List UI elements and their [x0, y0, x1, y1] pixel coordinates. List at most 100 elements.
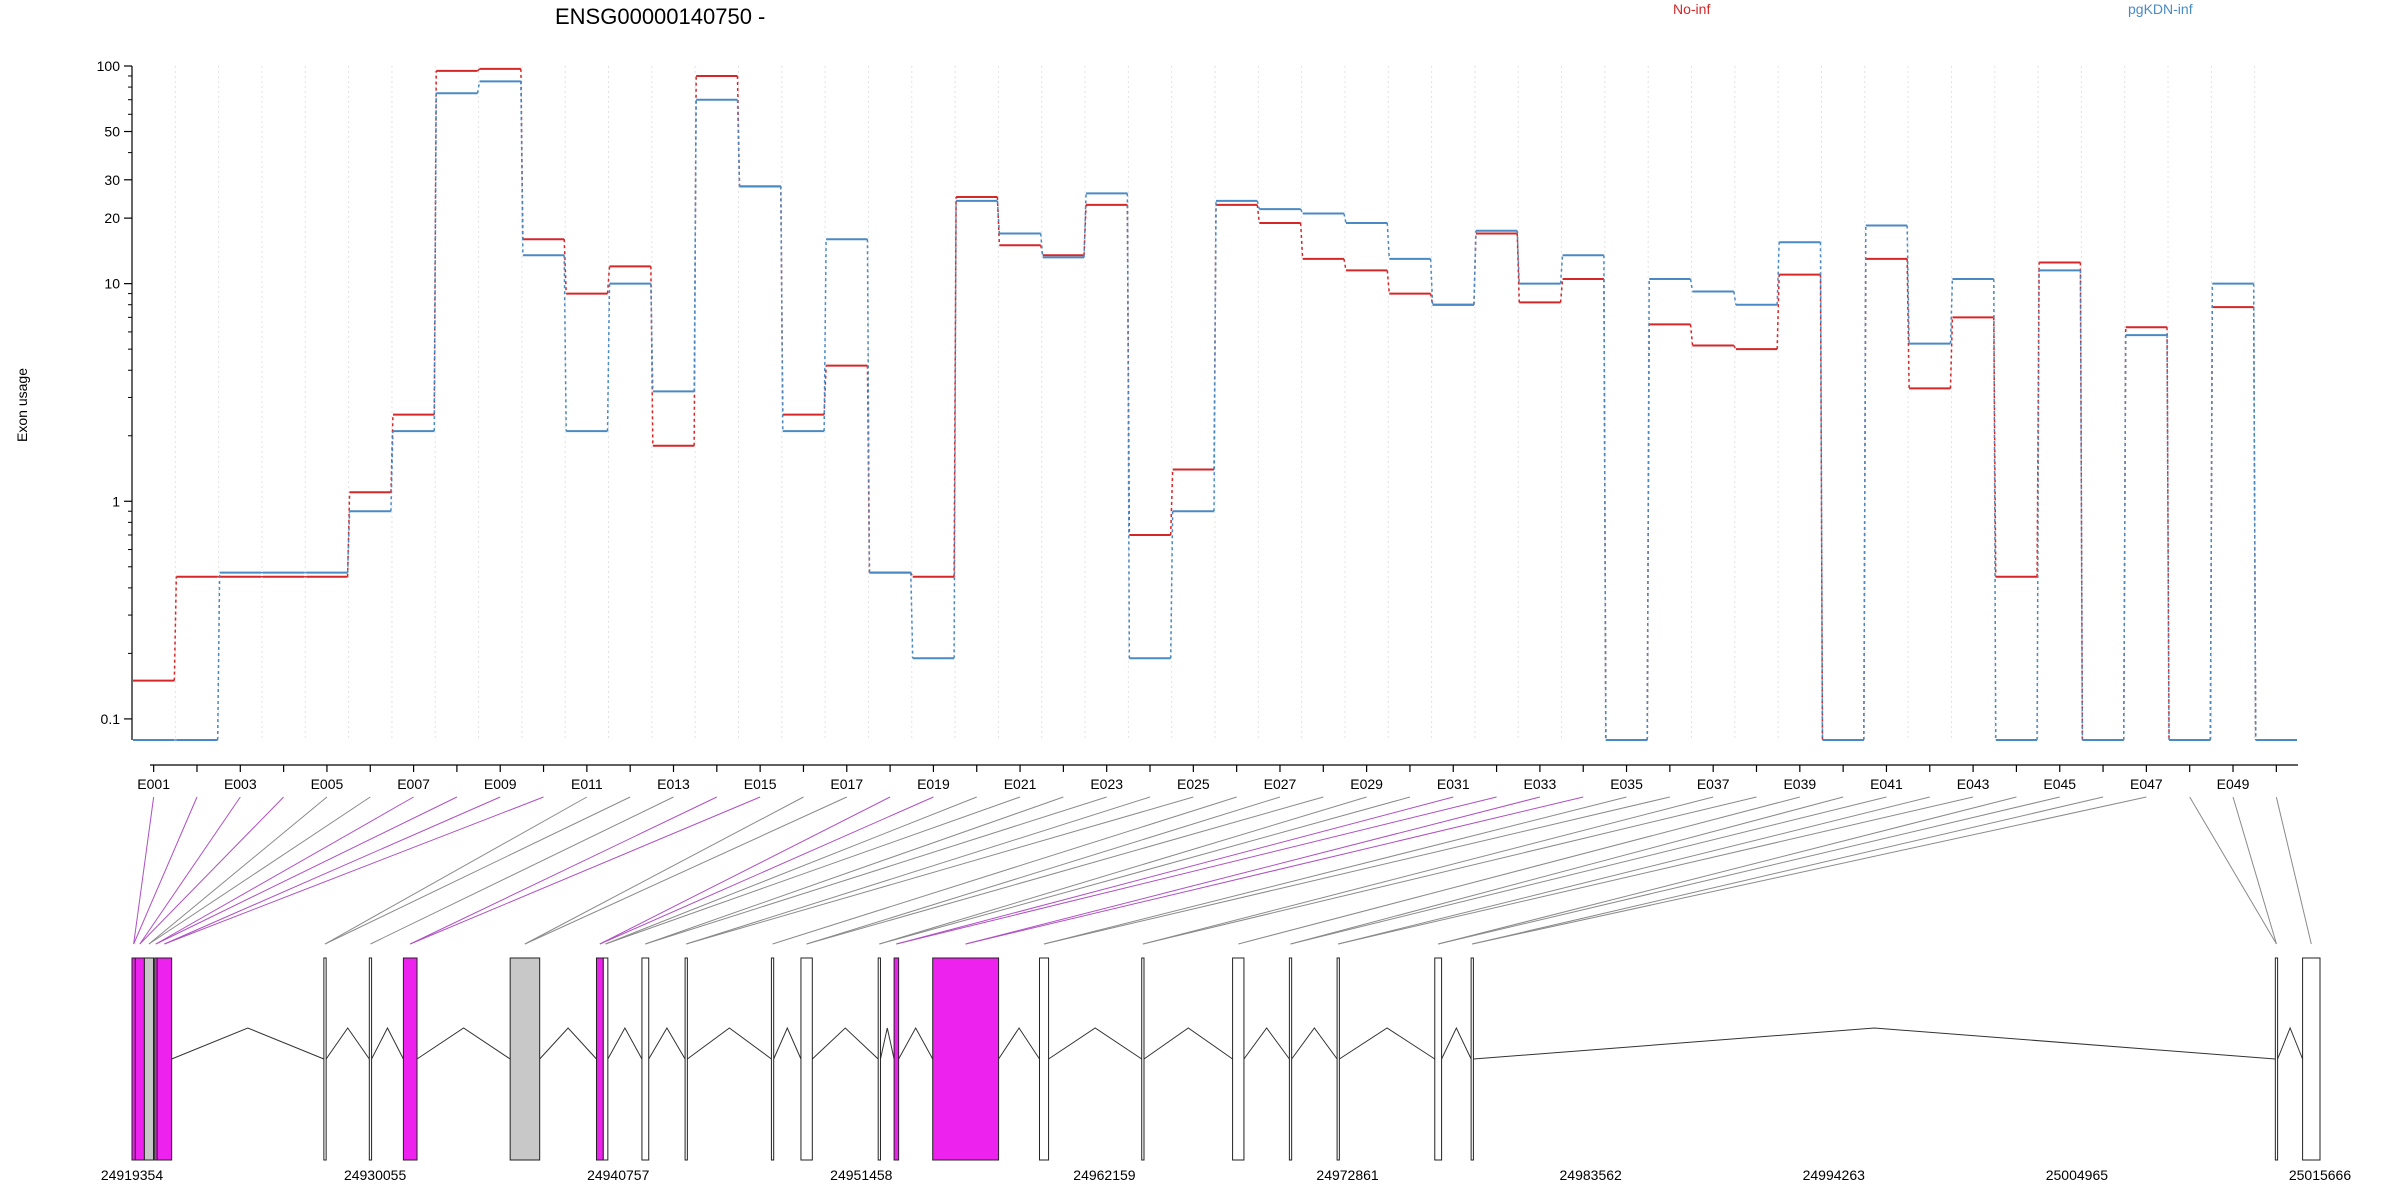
intron-line [1143, 1027, 1233, 1060]
series-1-connector [780, 186, 784, 432]
exon-block [800, 957, 813, 1161]
coord-label: 25004965 [2046, 1167, 2109, 1183]
intron-line [325, 1027, 370, 1060]
series-1-connector [1776, 242, 1780, 305]
series-0-connector [1906, 258, 1910, 389]
series-0-connector [1386, 270, 1391, 294]
series-0-connector [173, 576, 178, 681]
series-1-connector [2252, 283, 2257, 741]
series-1-connector [1039, 233, 1044, 258]
exon-label-E017: E017 [830, 776, 863, 792]
exon-block [2274, 957, 2279, 1161]
connector-E030 [879, 796, 1411, 945]
exon-block [684, 957, 688, 1161]
connector-E016 [524, 796, 804, 945]
connector-E003 [139, 796, 241, 945]
exon-block [1336, 957, 1340, 1161]
connector-E043 [1338, 796, 1974, 945]
intron-line [898, 1026, 934, 1060]
exon-axis: E001 E003 E005 E007 E009 E011 E013 E015 E017 E019… [137, 764, 2298, 792]
exon-block [1288, 957, 1293, 1161]
intron-line [811, 1027, 879, 1060]
exon-block [1470, 957, 1474, 1161]
exon-block [877, 957, 881, 1161]
connector-E017 [524, 796, 847, 945]
connector-E010 [164, 796, 544, 945]
coord-label: 25015666 [2289, 1167, 2352, 1183]
connector-E029 [879, 796, 1367, 945]
series-1-connector [1429, 258, 1434, 305]
connector-E037 [1142, 796, 1714, 945]
series-1-connector [1126, 193, 1131, 659]
connector-E028 [806, 796, 1324, 945]
series-0-connector [1083, 204, 1087, 256]
intron-line [1339, 1027, 1436, 1060]
exon-label-E021: E021 [1004, 776, 1037, 792]
exon-block [368, 957, 373, 1161]
connector-E027 [806, 796, 1281, 945]
exon-label-E005: E005 [311, 776, 344, 792]
exon-label-E025: E025 [1177, 776, 1210, 792]
connector-E048 [2189, 796, 2277, 945]
series-1-connector [1473, 230, 1477, 305]
series-1-connector [1733, 291, 1737, 305]
y-tick-label: 1 [112, 493, 120, 509]
connector-E038 [1142, 796, 1757, 945]
connector-E007 [155, 796, 414, 945]
exon-block [932, 957, 1000, 1161]
intron-line [998, 1027, 1040, 1060]
exon-block [143, 957, 154, 1161]
connector-E020 [605, 796, 977, 945]
exon-label-E029: E029 [1350, 776, 1383, 792]
series-1-connector [1993, 279, 1997, 741]
coord-label: 24940757 [587, 1167, 650, 1183]
exon-block [402, 957, 418, 1161]
intron-line [1441, 1026, 1472, 1060]
y-tick-label: 50 [104, 124, 120, 140]
intron-line [773, 1026, 802, 1060]
series-1-connector [2209, 283, 2214, 741]
series-1-connector [1559, 255, 1564, 284]
exon-label-E019: E019 [917, 776, 950, 792]
series-1-connector [1516, 230, 1520, 284]
connector-E011 [324, 796, 588, 945]
intron-line [171, 1027, 325, 1060]
series-1-connector [346, 511, 351, 573]
intron-line [416, 1027, 511, 1060]
connector-E036 [1043, 796, 1670, 945]
y-axis-label: Exon usage [14, 368, 30, 442]
exon-label-E031: E031 [1437, 776, 1470, 792]
series-0-connector [1559, 278, 1564, 303]
connector-E013 [370, 796, 674, 945]
series-1-connector [476, 81, 481, 94]
intron-line [879, 1027, 895, 1060]
genomic-coordinate-axis: 24919354 24930055 24940757 24951458 24962159… [101, 1167, 2352, 1183]
intron-line [371, 1026, 404, 1060]
coord-label: 24962159 [1073, 1167, 1136, 1183]
connector-E005 [148, 796, 328, 945]
exon-block [156, 957, 173, 1161]
coord-label: 24919354 [101, 1167, 164, 1183]
coord-label: 24930055 [344, 1167, 407, 1183]
series-1-connector [1906, 225, 1910, 344]
intron-line [607, 1026, 643, 1060]
series-1-connector [433, 93, 437, 432]
exon-label-E015: E015 [744, 776, 777, 792]
coord-label: 24972861 [1316, 1167, 1379, 1183]
series-1-connector [1256, 200, 1261, 210]
connector-E049 [2232, 796, 2277, 945]
series-1-connector [2036, 270, 2040, 741]
connector-E040 [1290, 796, 1844, 945]
series-1-connector [1689, 278, 1694, 292]
connector-E015 [410, 796, 761, 945]
exon-block [595, 957, 604, 1161]
intron-line [648, 1027, 686, 1060]
connector-E025 [686, 796, 1194, 945]
series-0-connector [1299, 222, 1304, 259]
series-0-connector [1343, 258, 1347, 271]
chart-title: ENSG00000140750 - [555, 4, 765, 29]
exon-label-E035: E035 [1610, 776, 1643, 792]
connector-E041 [1290, 796, 1887, 945]
y-tick-label: 30 [104, 172, 120, 188]
series-1-connector [910, 572, 914, 659]
